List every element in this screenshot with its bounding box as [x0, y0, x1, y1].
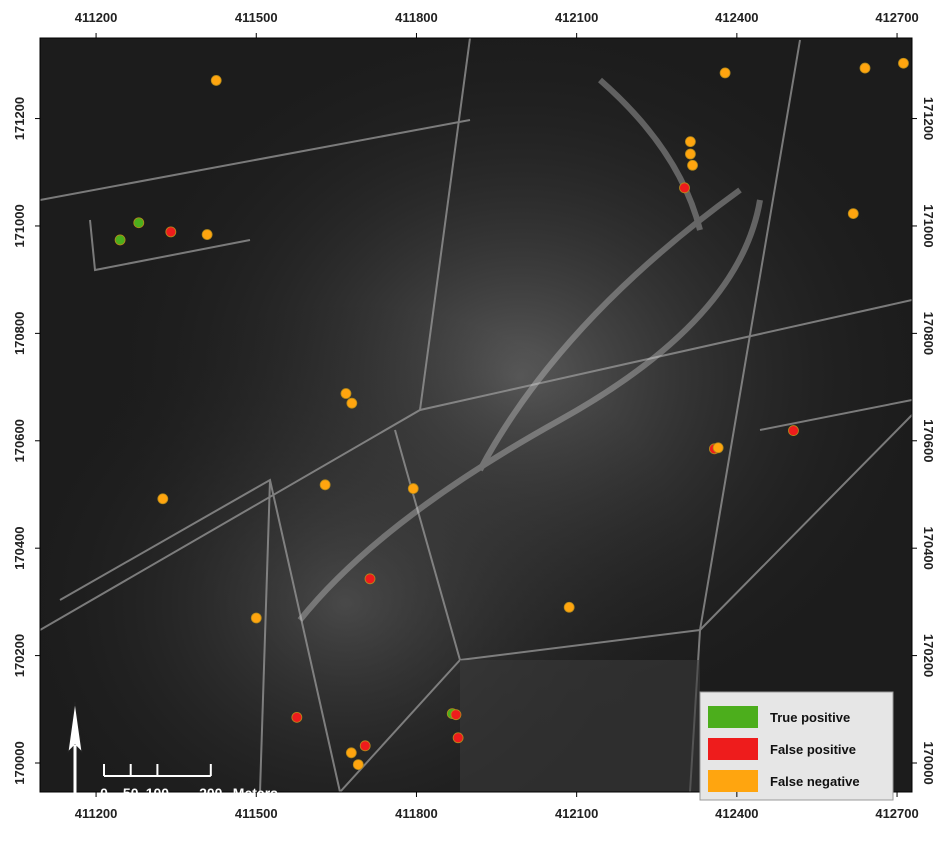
detection-point	[407, 483, 419, 494]
detection-point	[450, 709, 462, 721]
detection-point	[210, 75, 222, 86]
scale-label: 200	[199, 785, 223, 801]
y-tick-label-left: 171200	[12, 97, 27, 140]
detection-point	[719, 67, 731, 79]
detection-point	[687, 159, 698, 171]
y-tick-label-left: 170800	[12, 312, 27, 355]
detection-point	[165, 226, 177, 238]
detections	[114, 57, 909, 771]
detection-point	[452, 732, 464, 744]
scale-label: 0	[100, 785, 108, 801]
y-tick-label-left: 170400	[12, 526, 27, 569]
detection-point	[319, 479, 331, 491]
scale-label: 100	[146, 785, 170, 801]
x-tick-label-bottom: 411200	[75, 806, 118, 821]
imagery	[40, 38, 912, 792]
y-tick-label-left: 170200	[12, 634, 27, 677]
detection-point	[346, 397, 358, 409]
legend-swatch	[708, 706, 758, 728]
detection-point	[359, 740, 371, 752]
y-tick-label-right: 171000	[921, 204, 936, 247]
detection-point	[157, 493, 169, 505]
x-tick-label-bottom: 412400	[715, 806, 758, 821]
y-tick-label-left: 171000	[12, 204, 27, 247]
detection-point	[291, 711, 303, 723]
x-tick-label-top: 411500	[235, 10, 278, 25]
detection-point	[847, 208, 859, 220]
scale-label: 50	[123, 785, 139, 801]
y-tick-label-right: 170400	[921, 526, 936, 569]
detection-point	[345, 747, 357, 759]
x-tick-label-top: 412700	[875, 10, 918, 25]
detection-point	[201, 229, 213, 240]
x-tick-label-top: 412400	[715, 10, 758, 25]
detection-point	[788, 425, 799, 436]
y-tick-label-left: 170600	[12, 419, 27, 462]
y-tick-label-right: 170800	[921, 312, 936, 355]
detection-point	[684, 148, 696, 160]
x-tick-label-top: 412100	[555, 10, 598, 25]
legend-label: False negative	[770, 774, 860, 789]
detection-point	[563, 601, 575, 613]
detection-point	[679, 182, 690, 194]
y-tick-label-right: 170200	[921, 634, 936, 677]
detection-point	[364, 573, 376, 585]
legend-swatch	[708, 738, 758, 760]
x-tick-label-bottom: 412100	[555, 806, 598, 821]
legend: True positive False positive False negativ…	[699, 691, 894, 801]
y-tick-label-left: 170000	[12, 741, 27, 784]
map-frame	[39, 37, 913, 793]
detection-point	[114, 234, 126, 246]
y-tick-label-right: 170000	[921, 741, 936, 784]
detection-point	[340, 388, 352, 399]
scale-bar: 0 50 100 200 Meters	[100, 764, 278, 801]
detection-point	[684, 136, 696, 148]
detection-point	[133, 217, 145, 229]
detection-point	[352, 759, 364, 771]
x-tick-label-top: 411800	[395, 10, 438, 25]
x-tick-label-bottom: 412700	[875, 806, 918, 821]
y-tick-label-right: 171200	[921, 97, 936, 140]
scale-unit: Meters	[233, 785, 278, 801]
detection-point	[859, 62, 871, 74]
legend-label: True positive	[770, 710, 850, 725]
x-tick-label-bottom: 411500	[235, 806, 278, 821]
detection-point	[250, 612, 262, 624]
x-tick-label-top: 411200	[75, 10, 118, 25]
legend-swatch	[708, 770, 758, 792]
legend-label: False positive	[770, 742, 856, 757]
detection-point	[712, 442, 724, 454]
y-tick-label-right: 170600	[921, 419, 936, 462]
detection-point	[898, 57, 909, 69]
x-tick-label-bottom: 411800	[395, 806, 438, 821]
north-arrow	[67, 701, 83, 800]
